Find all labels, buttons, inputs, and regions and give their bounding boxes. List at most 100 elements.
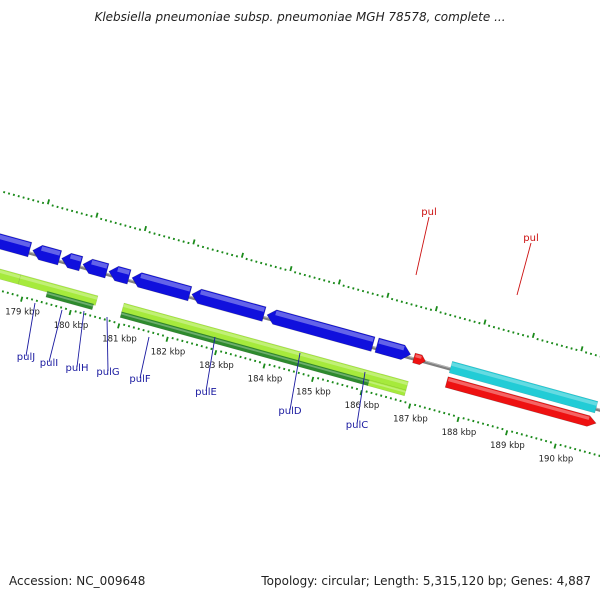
minor-tick [114,221,117,225]
minor-tick [197,244,200,247]
minor-tick [583,450,586,453]
gene-arrow-blue[interactable] [31,243,63,266]
gene-label-leader [356,371,366,425]
minor-tick [22,196,25,199]
gene-label-leader [205,336,216,392]
minor-tick [346,385,349,388]
forward-strand-features [0,226,427,366]
minor-tick [491,425,494,428]
minor-tick [156,332,160,336]
minor-tick [380,394,383,397]
gene-arrow-blue[interactable] [265,308,376,352]
gene-label[interactable]: pul [523,233,538,244]
minor-tick [221,251,224,254]
gene-label-leader [289,352,301,411]
minor-tick [177,239,180,242]
minor-tick [342,284,345,287]
minor-tick [163,235,166,238]
minor-tick [555,343,559,346]
gene-label[interactable]: pul [421,207,436,218]
major-tick [46,199,51,205]
major-tick [580,346,584,352]
ruler-tick-label: 179 kbp [5,308,40,318]
minor-tick [355,387,359,391]
minor-tick [400,300,403,303]
gene-label[interactable]: pulF [129,374,150,385]
gene-arrow-blue[interactable] [190,287,267,322]
cds-dark-band[interactable] [45,290,95,311]
gene-label-leader [415,216,430,276]
gene-arrow-blue[interactable] [107,264,132,285]
major-tick [434,306,438,312]
minor-tick [284,268,287,271]
major-tick [289,265,293,272]
minor-tick [575,348,578,352]
minor-tick [384,395,388,399]
minor-tick [375,393,378,396]
minor-tick [467,418,470,421]
minor-tick [226,252,229,255]
minor-tick [370,391,373,395]
minor-tick [274,265,277,269]
minor-tick [496,426,499,429]
minor-tick [352,287,355,290]
major-tick [240,252,244,258]
gene-arrow-blue[interactable] [81,257,110,279]
gene-label-leader [516,242,532,296]
minor-tick [395,299,399,302]
rrna-band-cyan[interactable] [448,360,599,414]
ruler-tick-label: 189 kbp [490,441,525,451]
minor-tick [206,247,209,250]
major-tick [553,443,557,449]
minor-tick [443,411,446,415]
minor-tick [390,297,394,301]
minor-tick [129,225,132,229]
gene-label[interactable]: pulI [40,358,58,369]
minor-tick [273,365,276,368]
ruler-tick-label: 183 kbp [199,361,234,371]
minor-tick [11,292,14,296]
minor-tick [454,315,457,318]
minor-tick [66,208,69,211]
minor-tick [399,399,402,403]
minor-tick [303,273,306,277]
cds-light-band[interactable] [367,379,407,397]
major-tick [483,319,487,325]
gene-label[interactable]: pulC [346,420,368,431]
gene-label[interactable]: pulD [278,406,301,417]
minor-tick [172,237,176,241]
minor-tick [321,378,325,381]
minor-tick [326,379,329,383]
gene-label[interactable]: pulG [96,367,119,378]
gene-label[interactable]: pulE [195,387,217,398]
minor-tick [229,353,232,356]
minor-tick [56,205,59,209]
minor-tick [302,373,305,376]
minor-tick [394,398,397,401]
minor-tick [447,413,451,416]
trna-arrow-red[interactable] [412,352,427,366]
gene-arrow-blue[interactable] [130,271,193,302]
ruler-tick-label: 188 kbp [442,428,477,438]
gene-label[interactable]: pulH [66,363,89,374]
minor-tick [147,330,150,333]
minor-tick [32,199,35,202]
minor-tick [279,267,282,270]
accession-text: Accession: NC_009648 [9,574,146,588]
minor-tick [239,355,242,359]
gene-label[interactable]: pulJ [17,352,35,363]
minor-tick [502,328,505,331]
minor-tick [181,339,184,343]
minor-tick [357,288,360,291]
rrna-arrow-red[interactable] [444,376,597,429]
minor-tick [235,255,239,258]
gene-arrow-blue[interactable] [60,251,84,272]
minor-tick [250,259,253,262]
minor-tick [439,311,442,314]
major-tick [386,292,390,298]
ruler-tick-label: 185 kbp [296,388,331,398]
minor-tick [148,231,151,234]
gene-arrow-blue[interactable] [374,337,413,362]
gene-arrow-blue[interactable] [0,226,33,258]
